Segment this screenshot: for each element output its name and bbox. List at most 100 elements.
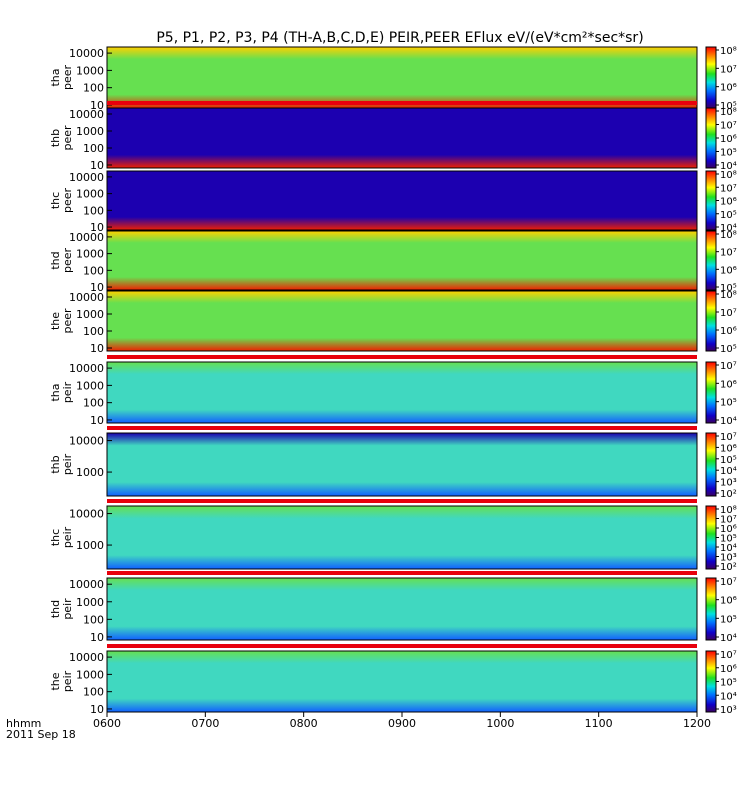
y-tick-label: 1000 xyxy=(76,125,104,138)
y-tick-label: 1000 xyxy=(76,668,104,681)
y-tick-label: 1000 xyxy=(76,466,104,479)
panel-product-label: peir xyxy=(61,670,74,692)
panel-probe-label: the xyxy=(49,672,62,690)
colorbar-tick-label: 10⁶ xyxy=(720,134,737,145)
y-tick-label: 10000 xyxy=(69,435,104,448)
x-axis: 0600 0700 0800 0900 1000 1100 1200 xyxy=(93,712,711,730)
panel-probe-label: thb xyxy=(49,455,62,473)
colorbar xyxy=(705,650,717,713)
panel-probe-label: thd xyxy=(49,251,62,269)
y-tick-label: 100 xyxy=(83,264,104,277)
panel-product-label: peer xyxy=(61,65,74,91)
panel-frame xyxy=(106,290,698,352)
status-bar xyxy=(107,355,697,359)
spectrogram-image xyxy=(107,651,697,712)
y-tick-label: 10 xyxy=(90,631,104,644)
panel-probe-label: thc xyxy=(49,192,62,209)
colorbar-tick-label: 10⁸ xyxy=(720,230,737,241)
status-bar xyxy=(107,644,697,648)
colorbar-tick-label: 10⁵ xyxy=(720,101,737,112)
colorbar-tick-label: 10⁵ xyxy=(720,678,737,689)
y-tick-label: 10000 xyxy=(69,362,104,375)
status-bar xyxy=(107,101,697,105)
colorbar-tick-label: 10³ xyxy=(720,478,737,489)
y-tick-label: 10 xyxy=(90,414,104,427)
colorbar-tick-label: 10⁵ xyxy=(720,455,737,466)
y-tick-label: 100 xyxy=(83,204,104,217)
colorbar-tick-label: 10⁶ xyxy=(720,379,737,390)
spectrogram-panel: 10000 1000 100 10 thd peir 10⁴ 10⁵ 10⁶ 10⁷ xyxy=(49,571,737,644)
y-tick-label: 10 xyxy=(90,703,104,716)
spectrogram-panel: 10000 1000 100 10 thb peer 10⁴ 10⁵ 10⁶ 10⁷ 10⁸ xyxy=(49,101,737,172)
x-tick-label: 1100 xyxy=(585,717,613,730)
x-label-line-1: hhmm xyxy=(6,717,41,730)
spectrogram-panel: 10000 1000 100 10 tha peer 10⁵ 10⁶ 10⁷ 10⁸ xyxy=(49,46,737,112)
y-tick-label: 10 xyxy=(90,221,104,234)
panel-product-label: peir xyxy=(61,598,74,620)
colorbar xyxy=(705,361,717,424)
x-tick-label: 0600 xyxy=(93,717,121,730)
panel-product-label: peer xyxy=(61,308,74,334)
y-tick-label: 100 xyxy=(83,82,104,95)
colorbar-tick-label: 10⁵ xyxy=(720,344,737,355)
colorbar xyxy=(705,107,717,169)
panel-probe-label: thc xyxy=(49,529,62,546)
y-tick-label: 10000 xyxy=(69,108,104,121)
colorbar-tick-label: 10² xyxy=(720,489,737,500)
panel-probe-label: thb xyxy=(49,129,62,147)
panel-product-label: peir xyxy=(61,453,74,475)
y-tick-label: 1000 xyxy=(76,64,104,77)
colorbar-tick-label: 10⁶ xyxy=(720,83,737,94)
y-tick-label: 10000 xyxy=(69,508,104,521)
spectrogram-image xyxy=(107,291,697,351)
panel-probe-label: the xyxy=(49,312,62,330)
colorbar-tick-label: 10⁶ xyxy=(720,443,737,454)
colorbar-tick-label: 10⁵ xyxy=(720,534,737,545)
colorbar xyxy=(705,432,717,497)
y-tick-label: 10 xyxy=(90,159,104,172)
y-tick-label: 1000 xyxy=(76,248,104,261)
panel-frame xyxy=(106,170,698,231)
colorbar-tick-label: 10⁵ xyxy=(720,614,737,625)
chart-title: P5, P1, P2, P3, P4 (TH-A,B,C,D,E) PEIR,P… xyxy=(156,30,643,46)
y-tick-label: 100 xyxy=(83,613,104,626)
colorbar-tick-label: 10⁶ xyxy=(720,524,737,535)
colorbar-tick-label: 10⁶ xyxy=(720,326,737,337)
spectrogram-panel: 10000 1000 100 10 the peir 10³ 10⁴ 10⁵ 10⁶ 10⁷ xyxy=(49,644,737,716)
colorbar xyxy=(705,170,717,231)
panel-product-label: peer xyxy=(61,188,74,214)
colorbar-tick-label: 10⁶ xyxy=(720,197,737,208)
colorbar-tick-label: 10⁷ xyxy=(720,248,737,259)
y-tick-label: 10 xyxy=(90,99,104,112)
colorbar-tick-label: 10⁷ xyxy=(720,308,737,319)
status-bar xyxy=(107,426,697,430)
colorbar-tick-label: 10⁷ xyxy=(720,121,737,132)
spectrogram-panel: 10000 1000 100 10 thd peer 10⁵ 10⁶ 10⁷ 10⁸ xyxy=(49,230,737,294)
status-bar xyxy=(107,499,697,503)
y-tick-label: 100 xyxy=(83,686,104,699)
y-tick-label: 1000 xyxy=(76,596,104,609)
spectrogram-image xyxy=(107,362,697,423)
y-tick-label: 10 xyxy=(90,342,104,355)
colorbar-tick-label: 10⁴ xyxy=(720,161,737,172)
spectrogram-panel: 10000 1000 100 10 tha peir 10⁴ 10⁵ 10⁶ 10⁷ xyxy=(49,355,737,427)
x-label-line-2: 2011 Sep 18 xyxy=(6,728,76,741)
colorbar-tick-label: 10⁴ xyxy=(720,466,737,477)
colorbar-tick-label: 10³ xyxy=(720,553,737,564)
panel-frame xyxy=(106,577,698,641)
panel-product-label: peer xyxy=(61,248,74,274)
colorbar-tick-label: 10⁷ xyxy=(720,577,737,588)
spectrogram-image xyxy=(107,231,697,290)
panel-product-label: peir xyxy=(61,381,74,403)
colorbar xyxy=(705,46,717,109)
colorbar-tick-label: 10⁸ xyxy=(720,107,737,118)
x-tick-label: 1000 xyxy=(486,717,514,730)
spectrogram-panel: 10000 1000 100 10 the peer 10⁵ 10⁶ 10⁷ 10⁸ xyxy=(49,290,737,355)
colorbar-tick-label: 10⁸ xyxy=(720,170,737,181)
colorbar xyxy=(705,290,717,352)
y-tick-label: 10000 xyxy=(69,47,104,60)
colorbar-tick-label: 10⁴ xyxy=(720,416,737,427)
y-tick-label: 10000 xyxy=(69,291,104,304)
